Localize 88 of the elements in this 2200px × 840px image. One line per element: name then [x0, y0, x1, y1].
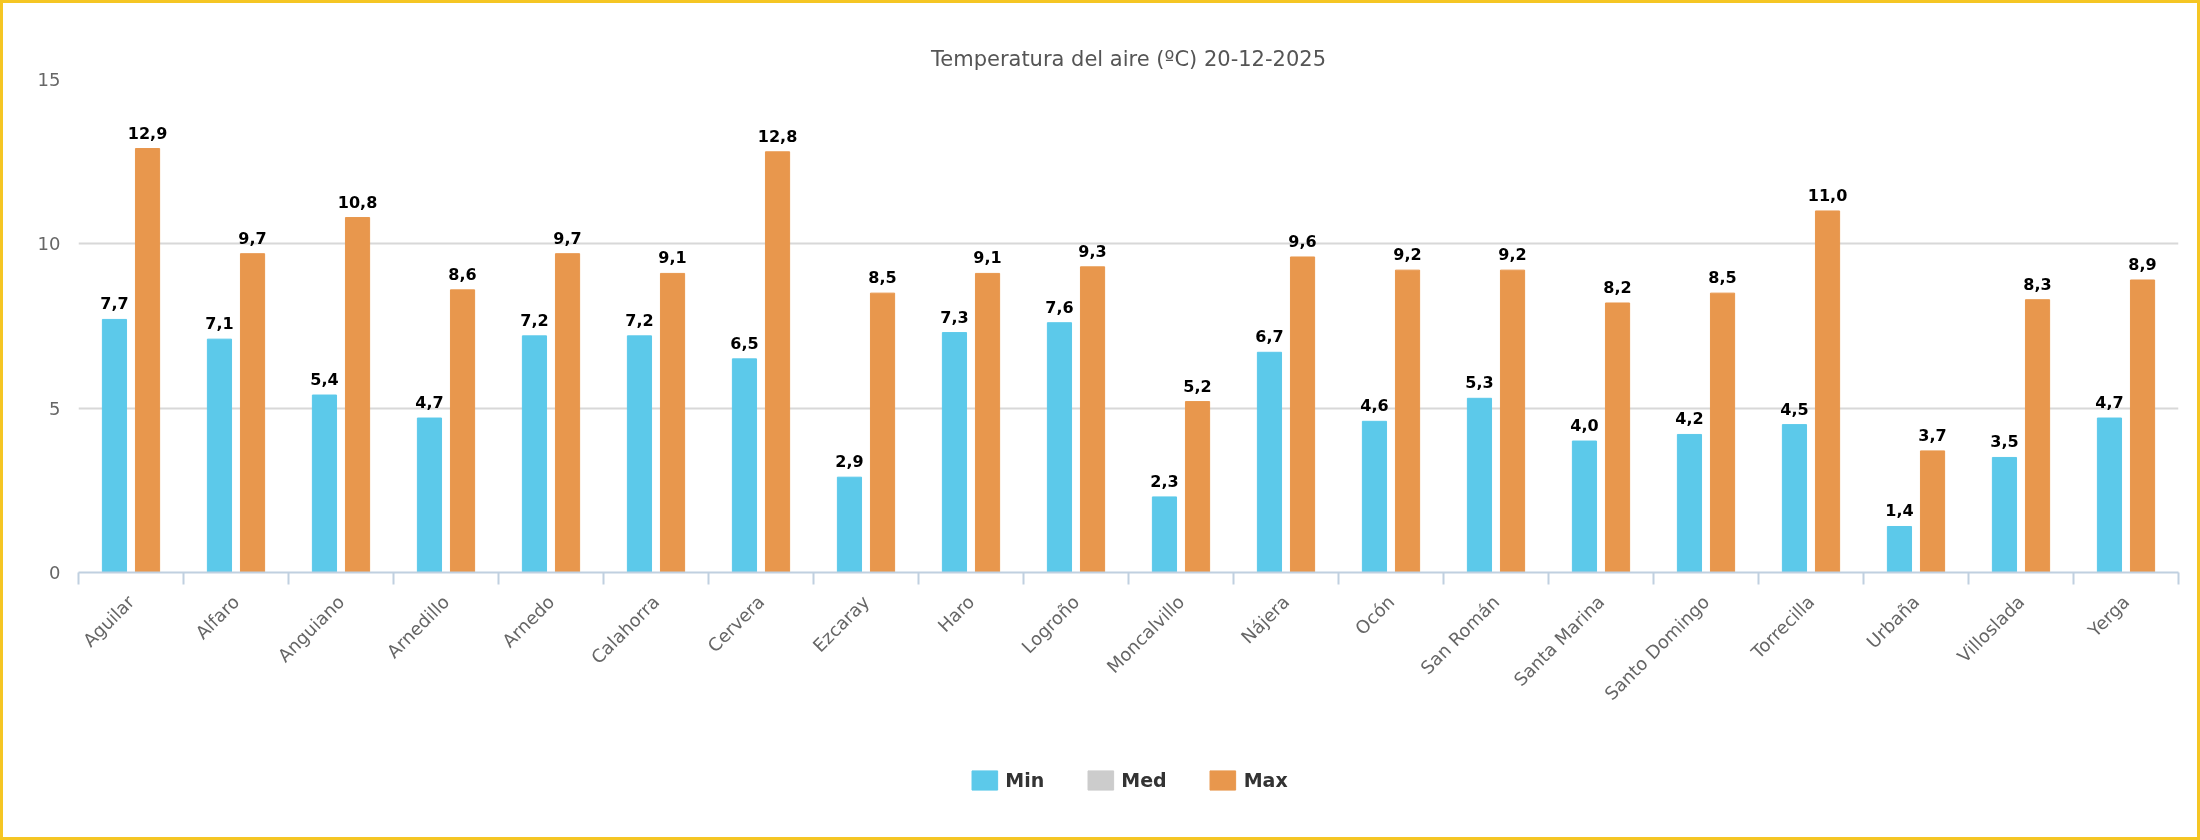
bar	[1289, 256, 1316, 573]
data-label: 5,3	[1465, 373, 1494, 393]
bar	[206, 338, 233, 573]
data-label: 4,7	[415, 393, 444, 413]
data-label: 8,6	[448, 264, 477, 284]
data-label: 1,4	[1885, 501, 1914, 521]
data-label: 7,3	[940, 307, 969, 327]
data-label: 2,9	[835, 452, 864, 472]
bar	[344, 217, 371, 573]
bar	[1991, 456, 2018, 573]
bar	[416, 417, 443, 573]
data-label: 6,5	[730, 333, 759, 353]
legend-label: Min	[1005, 768, 1045, 791]
bar	[626, 335, 653, 573]
data-label: 4,7	[2095, 393, 2124, 413]
y-tick-label: 0	[49, 562, 61, 583]
bar	[2129, 279, 2156, 573]
bar	[1676, 433, 1703, 573]
data-label: 9,3	[1078, 241, 1107, 261]
y-tick-label: 10	[37, 233, 61, 255]
data-label: 7,6	[1045, 297, 1074, 317]
bar	[1886, 525, 1913, 573]
data-label: 5,4	[310, 370, 339, 390]
data-label: 9,6	[1288, 231, 1317, 251]
bar	[2096, 417, 2123, 573]
data-label: 4,6	[1360, 396, 1389, 416]
bar	[1571, 440, 1598, 573]
data-label: 4,5	[1780, 399, 1809, 419]
legend-label: Med	[1121, 768, 1167, 791]
bar	[134, 148, 161, 573]
data-label: 6,7	[1255, 327, 1284, 347]
bar	[974, 272, 1001, 573]
data-label: 8,9	[2128, 254, 2157, 274]
data-label: 7,2	[625, 310, 654, 330]
bar	[1604, 302, 1631, 573]
bar	[1466, 397, 1493, 573]
bar	[554, 253, 581, 573]
data-label: 9,1	[973, 248, 1002, 268]
bar	[836, 476, 863, 573]
data-label: 3,7	[1918, 425, 1947, 445]
bar	[449, 289, 476, 573]
bar	[941, 332, 968, 573]
legend-label: Max	[1243, 768, 1288, 791]
bar	[1151, 496, 1178, 573]
data-label: 12,8	[757, 126, 798, 146]
data-label: 5,2	[1183, 376, 1212, 396]
data-label: 8,2	[1603, 277, 1632, 297]
data-label: 9,2	[1393, 245, 1422, 265]
bar	[731, 358, 758, 573]
bar	[1046, 322, 1073, 573]
data-label: 4,0	[1570, 416, 1599, 436]
bar	[1781, 424, 1808, 573]
data-label: 9,7	[553, 228, 582, 248]
data-label: 11,0	[1807, 185, 1848, 205]
chart-title: Temperatura del aire (ºC) 20-12-2025	[930, 46, 1327, 71]
data-label: 12,9	[127, 123, 168, 143]
data-label: 4,2	[1675, 409, 1704, 429]
y-tick-label: 5	[49, 397, 61, 419]
data-label: 8,3	[2023, 274, 2052, 294]
data-label: 7,1	[205, 314, 234, 334]
bar	[659, 272, 686, 573]
bar	[1184, 401, 1211, 573]
data-label: 9,7	[238, 228, 267, 248]
bar	[1361, 420, 1388, 573]
bar	[1919, 450, 1946, 573]
bar	[1256, 351, 1283, 573]
bar	[239, 253, 266, 573]
data-label: 9,2	[1498, 245, 1527, 265]
data-label: 8,5	[868, 268, 897, 288]
bar	[1499, 269, 1526, 573]
data-label: 8,5	[1708, 268, 1737, 288]
bar	[1394, 269, 1421, 573]
data-label: 7,7	[100, 294, 129, 314]
bar	[311, 394, 338, 573]
y-tick-label: 15	[37, 69, 61, 90]
data-label: 9,1	[658, 248, 687, 268]
bar	[1709, 292, 1736, 573]
bar	[1814, 210, 1841, 573]
bar	[521, 335, 548, 573]
data-label: 7,2	[520, 310, 549, 330]
bar	[1079, 266, 1106, 573]
data-label: 10,8	[337, 192, 378, 212]
data-label: 3,5	[1990, 432, 2019, 452]
data-label: 2,3	[1150, 471, 1179, 491]
bar	[764, 151, 791, 573]
bar	[869, 292, 896, 573]
bar	[101, 318, 128, 573]
bar	[2024, 299, 2051, 573]
